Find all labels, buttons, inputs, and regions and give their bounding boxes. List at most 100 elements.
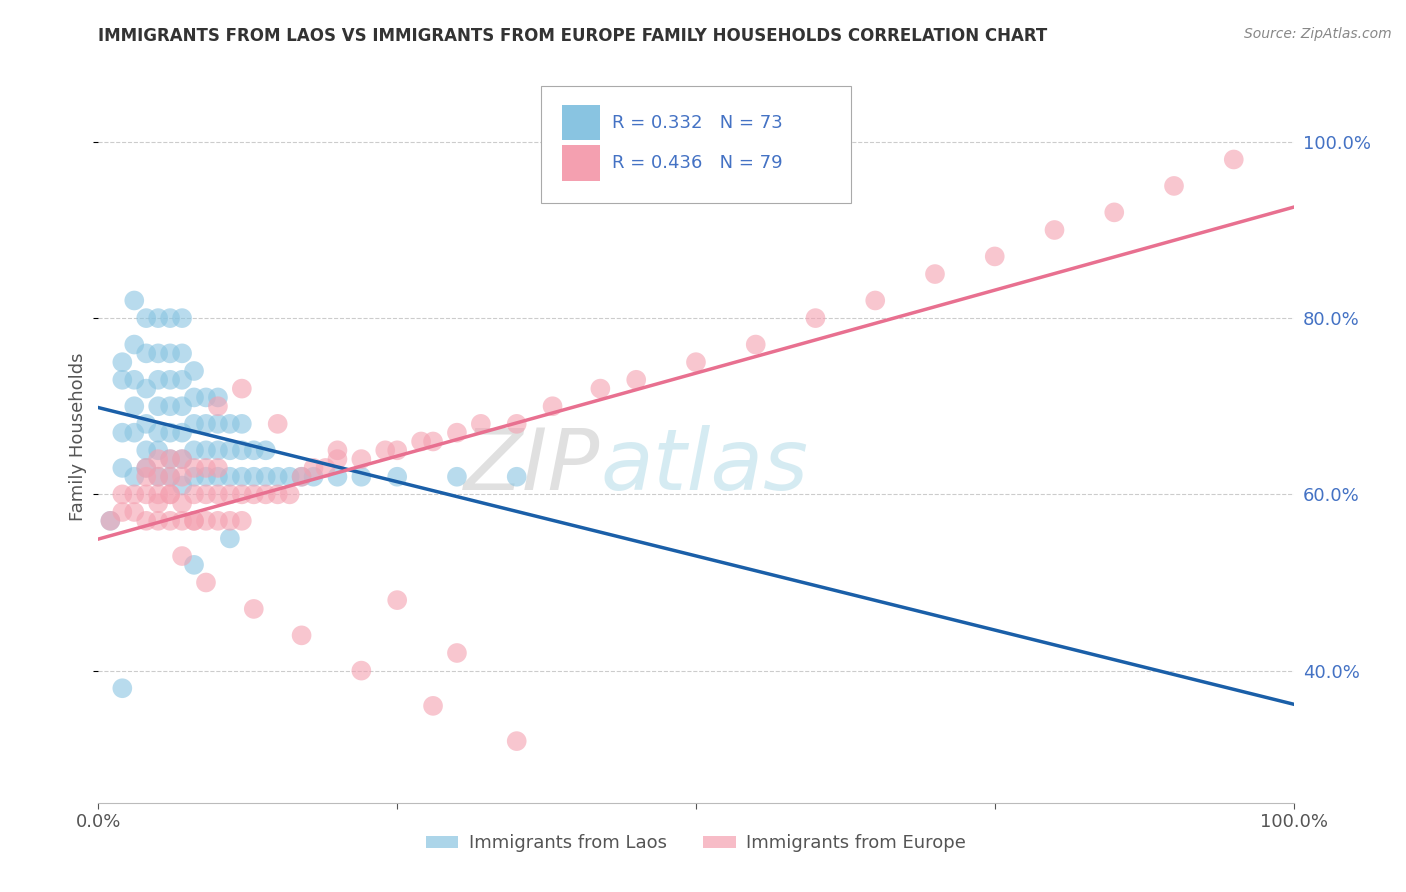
Point	[207, 417, 229, 431]
Text: IMMIGRANTS FROM LAOS VS IMMIGRANTS FROM EUROPE FAMILY HOUSEHOLDS CORRELATION CHA: IMMIGRANTS FROM LAOS VS IMMIGRANTS FROM …	[98, 27, 1047, 45]
Point	[207, 487, 229, 501]
Point	[231, 443, 253, 458]
Point	[315, 461, 337, 475]
Point	[291, 628, 314, 642]
Point	[124, 373, 146, 387]
Point	[111, 505, 134, 519]
Point	[446, 646, 468, 660]
Point	[135, 346, 157, 360]
Point	[1104, 205, 1126, 219]
Point	[865, 293, 887, 308]
Point	[148, 452, 170, 467]
Point	[470, 417, 492, 431]
Point	[135, 461, 157, 475]
Point	[219, 487, 242, 501]
Point	[98, 514, 122, 528]
Point	[172, 549, 194, 563]
Point	[195, 417, 218, 431]
Point	[172, 425, 194, 440]
Point	[159, 469, 181, 483]
Point	[207, 391, 229, 405]
Point	[183, 364, 205, 378]
Point	[135, 461, 157, 475]
Point	[506, 734, 529, 748]
Point	[183, 514, 205, 528]
Point	[385, 469, 409, 483]
Point	[172, 373, 194, 387]
Point	[172, 399, 194, 413]
Point	[135, 417, 157, 431]
Point	[207, 443, 229, 458]
Point	[254, 469, 277, 483]
Point	[183, 469, 205, 483]
Point	[111, 681, 134, 696]
Point	[243, 487, 266, 501]
Legend: Immigrants from Laos, Immigrants from Europe: Immigrants from Laos, Immigrants from Eu…	[419, 827, 973, 860]
Point	[541, 399, 564, 413]
Point	[135, 487, 157, 501]
Point	[183, 391, 205, 405]
Point	[326, 443, 349, 458]
Point	[172, 452, 194, 467]
Point	[422, 698, 444, 713]
Point	[350, 452, 373, 467]
Point	[1043, 223, 1066, 237]
Point	[148, 425, 170, 440]
Point	[207, 469, 229, 483]
Point	[231, 514, 253, 528]
Point	[207, 514, 229, 528]
Point	[148, 514, 170, 528]
Point	[183, 487, 205, 501]
Point	[98, 514, 122, 528]
Point	[111, 355, 134, 369]
Point	[1223, 153, 1246, 167]
Text: ZIP: ZIP	[464, 425, 600, 508]
Text: R = 0.332   N = 73: R = 0.332 N = 73	[613, 113, 783, 131]
Point	[148, 496, 170, 510]
Point	[254, 443, 277, 458]
Point	[243, 602, 266, 616]
Point	[159, 425, 181, 440]
Point	[195, 391, 218, 405]
Point	[172, 496, 194, 510]
Point	[267, 487, 290, 501]
Text: atlas: atlas	[600, 425, 808, 508]
Point	[124, 399, 146, 413]
Point	[219, 417, 242, 431]
Text: Source: ZipAtlas.com: Source: ZipAtlas.com	[1244, 27, 1392, 41]
Point	[195, 514, 218, 528]
Point	[924, 267, 946, 281]
Point	[219, 514, 242, 528]
Point	[589, 382, 612, 396]
Point	[148, 346, 170, 360]
Point	[685, 355, 707, 369]
Point	[111, 487, 134, 501]
Point	[159, 373, 181, 387]
Point	[148, 311, 170, 326]
Point	[626, 373, 648, 387]
Point	[148, 469, 170, 483]
Point	[207, 399, 229, 413]
Point	[219, 443, 242, 458]
Point	[231, 469, 253, 483]
Point	[159, 399, 181, 413]
Point	[148, 373, 170, 387]
Point	[195, 461, 218, 475]
Point	[231, 417, 253, 431]
Point	[267, 469, 290, 483]
Point	[195, 487, 218, 501]
Point	[159, 487, 181, 501]
Point	[159, 452, 181, 467]
Point	[135, 514, 157, 528]
Point	[183, 443, 205, 458]
Point	[183, 558, 205, 572]
Point	[385, 593, 409, 607]
Point	[183, 514, 205, 528]
Point	[111, 425, 134, 440]
Point	[195, 469, 218, 483]
Point	[172, 311, 194, 326]
Point	[159, 469, 181, 483]
Point	[411, 434, 433, 449]
Point	[159, 452, 181, 467]
Point	[183, 461, 205, 475]
